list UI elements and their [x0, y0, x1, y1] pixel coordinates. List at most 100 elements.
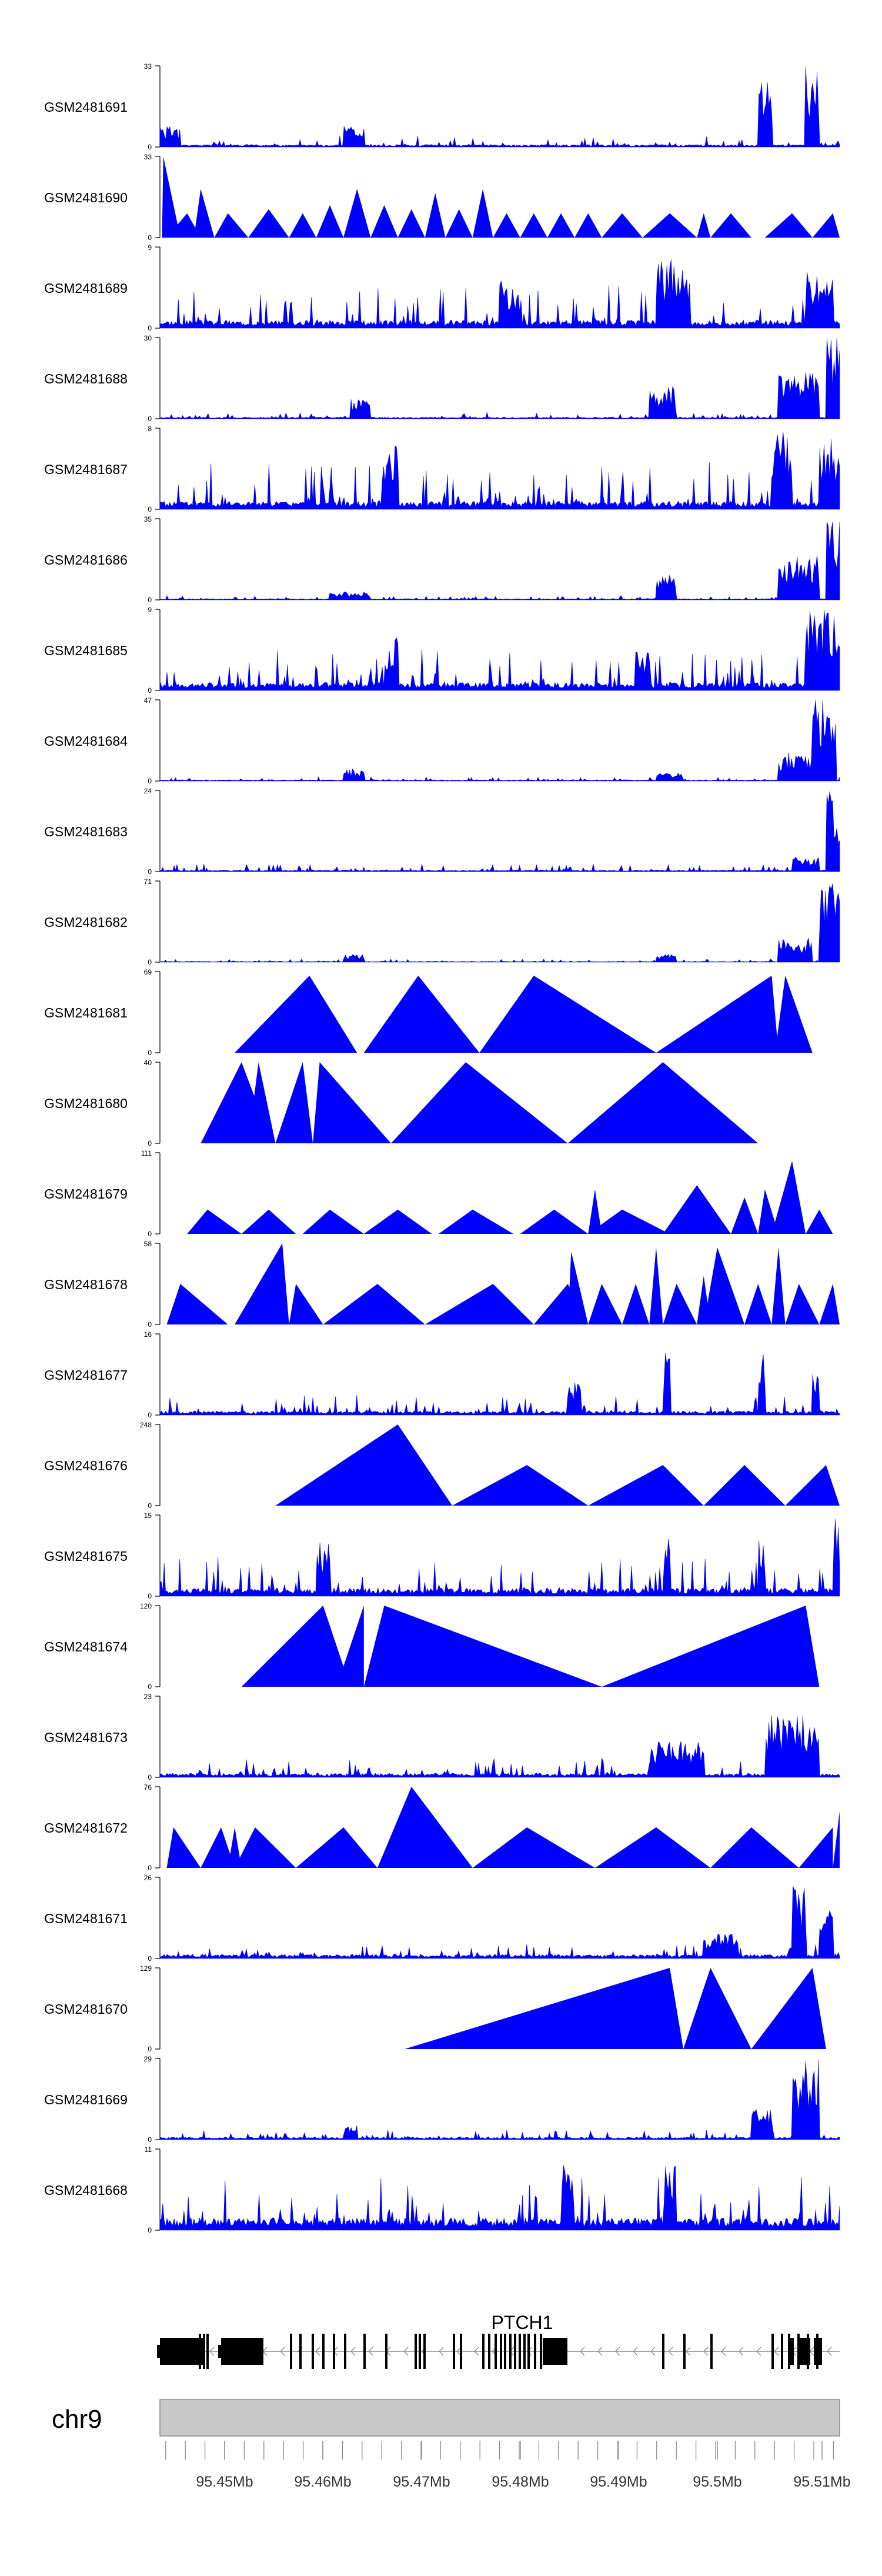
- signal-peak: [703, 1465, 786, 1506]
- strand-arrow: [774, 2347, 779, 2356]
- strand-arrow: [580, 2347, 585, 2356]
- signal-peak: [214, 213, 249, 238]
- y-max-label: 120: [140, 1602, 152, 1610]
- signal-peak: [602, 213, 643, 238]
- strand-arrow: [209, 2347, 215, 2356]
- gene-exon: [199, 2334, 201, 2369]
- gene-exon: [710, 2334, 713, 2369]
- y-max-label: 76: [144, 1783, 152, 1791]
- signal-peak: [703, 1247, 745, 1324]
- track-label: GSM2481678: [44, 1277, 128, 1292]
- gene-exon: [312, 2334, 314, 2369]
- gene-exon: [333, 2334, 335, 2369]
- axis-tick-label: 95.5Mb: [693, 2474, 741, 2490]
- signal-peak: [289, 213, 316, 238]
- signal-peak: [405, 1968, 684, 2049]
- track-label: GSM2481670: [44, 2001, 128, 2017]
- signal-peak: [193, 189, 215, 238]
- signal-peak: [479, 975, 656, 1053]
- signal-peak: [649, 1247, 663, 1324]
- signal-peak: [771, 1247, 786, 1324]
- gene-exon: [495, 2334, 497, 2369]
- track-GSM2481671: GSM2481671 26 0: [44, 1874, 840, 1963]
- signal-peak: [425, 1284, 534, 1324]
- signal-peak: [452, 1465, 589, 1506]
- track-label: GSM2481681: [44, 1005, 128, 1020]
- y-max-label: 58: [144, 1240, 152, 1248]
- chromosome-band: [159, 2399, 840, 2437]
- gene-model-track: PTCH1: [157, 2312, 840, 2369]
- signal-peak: [771, 1160, 806, 1234]
- signal-area: [159, 2059, 840, 2140]
- signal-peak: [642, 213, 697, 238]
- signal-peak: [472, 1827, 595, 1868]
- y-max-label: 9: [148, 243, 152, 252]
- signal-peak: [812, 213, 840, 238]
- signal-peak: [588, 1189, 602, 1234]
- y-min-label: 0: [148, 1230, 152, 1238]
- signal-peak: [602, 1606, 820, 1687]
- axis-tick-label: 95.48Mb: [492, 2474, 549, 2490]
- gene-exon: [160, 2338, 203, 2365]
- axis-tick-label: 95.47Mb: [393, 2474, 450, 2490]
- gene-label: PTCH1: [492, 2312, 553, 2333]
- y-min-label: 0: [148, 1592, 152, 1600]
- track-label: GSM2481676: [44, 1458, 128, 1473]
- signal-peak: [683, 1968, 751, 2049]
- strand-arrow: [739, 2347, 744, 2356]
- y-min-label: 0: [148, 867, 152, 876]
- y-max-label: 16: [144, 1330, 152, 1339]
- gene-exon: [482, 2334, 485, 2369]
- signal-peak: [663, 1284, 697, 1324]
- y-min-label: 0: [148, 1501, 152, 1510]
- signal-peak: [248, 209, 289, 238]
- track-GSM2481691: GSM2481691 33 0: [44, 62, 840, 151]
- track-GSM2481670: GSM2481670 129 0: [44, 1964, 826, 2053]
- gene-exon: [206, 2334, 209, 2369]
- track-GSM2481668: GSM2481668 11 0: [44, 2145, 840, 2234]
- signal-peak: [710, 1827, 799, 1868]
- gene-exon: [683, 2334, 686, 2369]
- y-min-label: 0: [148, 1320, 152, 1329]
- signal-peak: [588, 1209, 670, 1234]
- signal-area: [159, 883, 840, 963]
- y-max-label: 30: [144, 334, 152, 342]
- gene-exon: [488, 2334, 490, 2369]
- signal-area: [159, 431, 840, 510]
- y-max-label: 129: [140, 1964, 152, 1973]
- y-min-label: 0: [148, 1683, 152, 1691]
- strand-arrow: [456, 2347, 462, 2356]
- signal-peak: [710, 213, 751, 238]
- gene-exon: [781, 2334, 783, 2369]
- track-GSM2481672: GSM2481672 76 0: [44, 1783, 840, 1872]
- y-max-label: 15: [144, 1511, 152, 1520]
- signal-peak: [697, 213, 711, 238]
- signal-peak: [241, 1606, 350, 1687]
- y-max-label: 69: [144, 968, 152, 976]
- signal-peak: [262, 1217, 289, 1234]
- signal-peak: [775, 975, 813, 1053]
- track-label: GSM2481684: [44, 733, 128, 749]
- gene-exon: [322, 2334, 325, 2369]
- y-min-label: 0: [148, 686, 152, 695]
- strand-arrow: [668, 2347, 673, 2356]
- gene-exon: [514, 2334, 516, 2369]
- signal-peak: [166, 1284, 228, 1324]
- data-tracks: GSM2481691330GSM2481690330GSM248168990GS…: [44, 62, 840, 2234]
- signal-area: [159, 1886, 840, 1959]
- y-max-label: 8: [148, 425, 152, 433]
- signal-peak: [363, 975, 480, 1053]
- gene-exon: [221, 2338, 263, 2365]
- signal-peak: [201, 1827, 235, 1868]
- track-GSM2481675: GSM2481675 15 0: [44, 1511, 840, 1600]
- y-max-label: 111: [141, 1149, 152, 1157]
- y-min-label: 0: [148, 958, 152, 966]
- chromosome-label: chr9: [52, 2405, 102, 2434]
- signal-peak: [731, 1197, 759, 1234]
- strand-arrow: [686, 2347, 691, 2356]
- y-min-label: 0: [148, 596, 152, 604]
- signal-peak: [248, 1062, 276, 1143]
- y-max-label: 248: [140, 1421, 152, 1429]
- gene-exon: [543, 2338, 567, 2365]
- y-min-label: 0: [148, 1864, 152, 1872]
